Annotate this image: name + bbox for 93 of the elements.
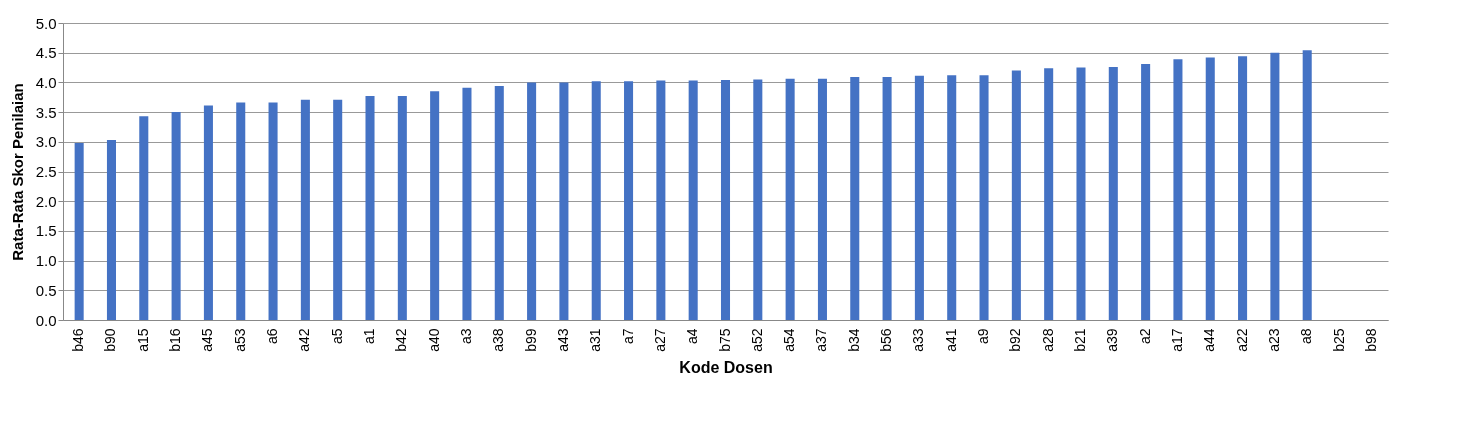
bar (494, 85, 504, 320)
x-tick-label: a6 (264, 328, 281, 345)
x-tick-label: a33 (910, 328, 927, 352)
y-tick-label: 3.0 (35, 133, 57, 151)
bar (624, 81, 634, 320)
bar (785, 78, 795, 320)
x-tick-label: a52 (748, 328, 765, 352)
x-tick-label: a45 (199, 328, 216, 352)
x-tick-label: a17 (1168, 328, 1185, 352)
bar (979, 75, 989, 320)
x-tick-label: a3 (457, 328, 474, 345)
bar (171, 112, 181, 320)
x-tick-label: a28 (1039, 328, 1056, 352)
bar (591, 81, 601, 320)
bar (236, 102, 246, 320)
x-tick-label: a41 (942, 328, 959, 352)
bar (1173, 59, 1183, 320)
bar (914, 75, 924, 320)
bar (817, 78, 827, 320)
y-tick-label: 5.0 (35, 14, 57, 32)
bar (106, 140, 116, 320)
x-tick-label: a5 (328, 328, 345, 345)
y-tick-label: 4.5 (35, 44, 57, 62)
y-tick-label: 2.5 (35, 163, 57, 180)
bar (1141, 63, 1151, 320)
x-tick-label: b46 (70, 328, 87, 352)
bar (365, 96, 375, 320)
bar (1205, 57, 1215, 320)
bar (203, 105, 213, 320)
y-tick-label: 0.5 (35, 281, 57, 299)
x-tick-label: a44 (1201, 328, 1218, 352)
bar (268, 102, 278, 320)
x-tick-label: a42 (296, 328, 313, 352)
bar (1302, 50, 1312, 320)
x-tick-label: a1 (361, 328, 378, 345)
x-tick-label: a54 (781, 328, 798, 352)
x-axis-title: Kode Dosen (679, 358, 773, 376)
x-tick-label: a15 (134, 328, 151, 352)
bar (397, 96, 407, 320)
x-tick-label: b92 (1007, 328, 1024, 352)
x-tick-label: a31 (587, 328, 604, 352)
bar (1108, 66, 1118, 320)
bar (947, 75, 957, 320)
x-tick-label: a27 (651, 328, 668, 352)
y-tick-label: 1.0 (35, 252, 57, 270)
x-tick-label: a43 (554, 328, 571, 352)
bar (527, 82, 537, 320)
x-tick-label: b25 (1330, 328, 1347, 352)
bar (559, 82, 569, 320)
y-tick-label: 1.5 (35, 222, 57, 240)
bar (1270, 52, 1280, 320)
x-tick-label: b99 (522, 328, 539, 352)
bar (753, 79, 763, 320)
x-tick-label: a2 (1136, 328, 1153, 345)
y-axis-title: Rata-Rata Skor Penilaian (8, 83, 26, 261)
x-tick-label: b75 (716, 328, 733, 352)
bar (1076, 67, 1086, 320)
bar (850, 77, 860, 320)
bar (462, 87, 472, 320)
bar (688, 80, 698, 320)
x-tick-label: b21 (1071, 328, 1088, 352)
bar (1011, 70, 1021, 320)
x-tick-label: b34 (845, 328, 862, 352)
x-tick-label: b56 (878, 328, 895, 352)
x-tick-label: a4 (684, 328, 701, 345)
bar (430, 91, 440, 320)
x-tick-label: a9 (975, 328, 992, 345)
x-tick-label: a22 (1233, 328, 1250, 352)
x-tick-label: a40 (425, 328, 442, 352)
bar (139, 116, 149, 320)
bar (300, 99, 310, 320)
bar (656, 80, 666, 320)
bar (720, 80, 731, 320)
bar (1238, 56, 1248, 320)
x-tick-label: a8 (1298, 328, 1315, 345)
bar (882, 77, 892, 320)
y-tick-label: 4.0 (35, 73, 57, 91)
y-tick-label: 2.0 (35, 192, 57, 210)
bar (74, 142, 84, 320)
y-tick-label: 3.5 (35, 103, 57, 121)
x-tick-label: a39 (1104, 328, 1121, 352)
x-tick-label: a38 (490, 328, 507, 352)
x-tick-label: a23 (1265, 328, 1282, 352)
x-tick-label: b42 (393, 328, 410, 352)
x-tick-label: b98 (1362, 328, 1379, 352)
x-tick-label: b16 (167, 328, 184, 352)
x-tick-label: a53 (231, 328, 248, 352)
x-tick-label: a37 (813, 328, 830, 352)
y-tick-label: 0.0 (35, 311, 57, 329)
x-tick-label: b90 (102, 328, 119, 352)
bar (333, 99, 343, 320)
bar (1044, 68, 1054, 320)
x-tick-label: a7 (619, 328, 636, 345)
